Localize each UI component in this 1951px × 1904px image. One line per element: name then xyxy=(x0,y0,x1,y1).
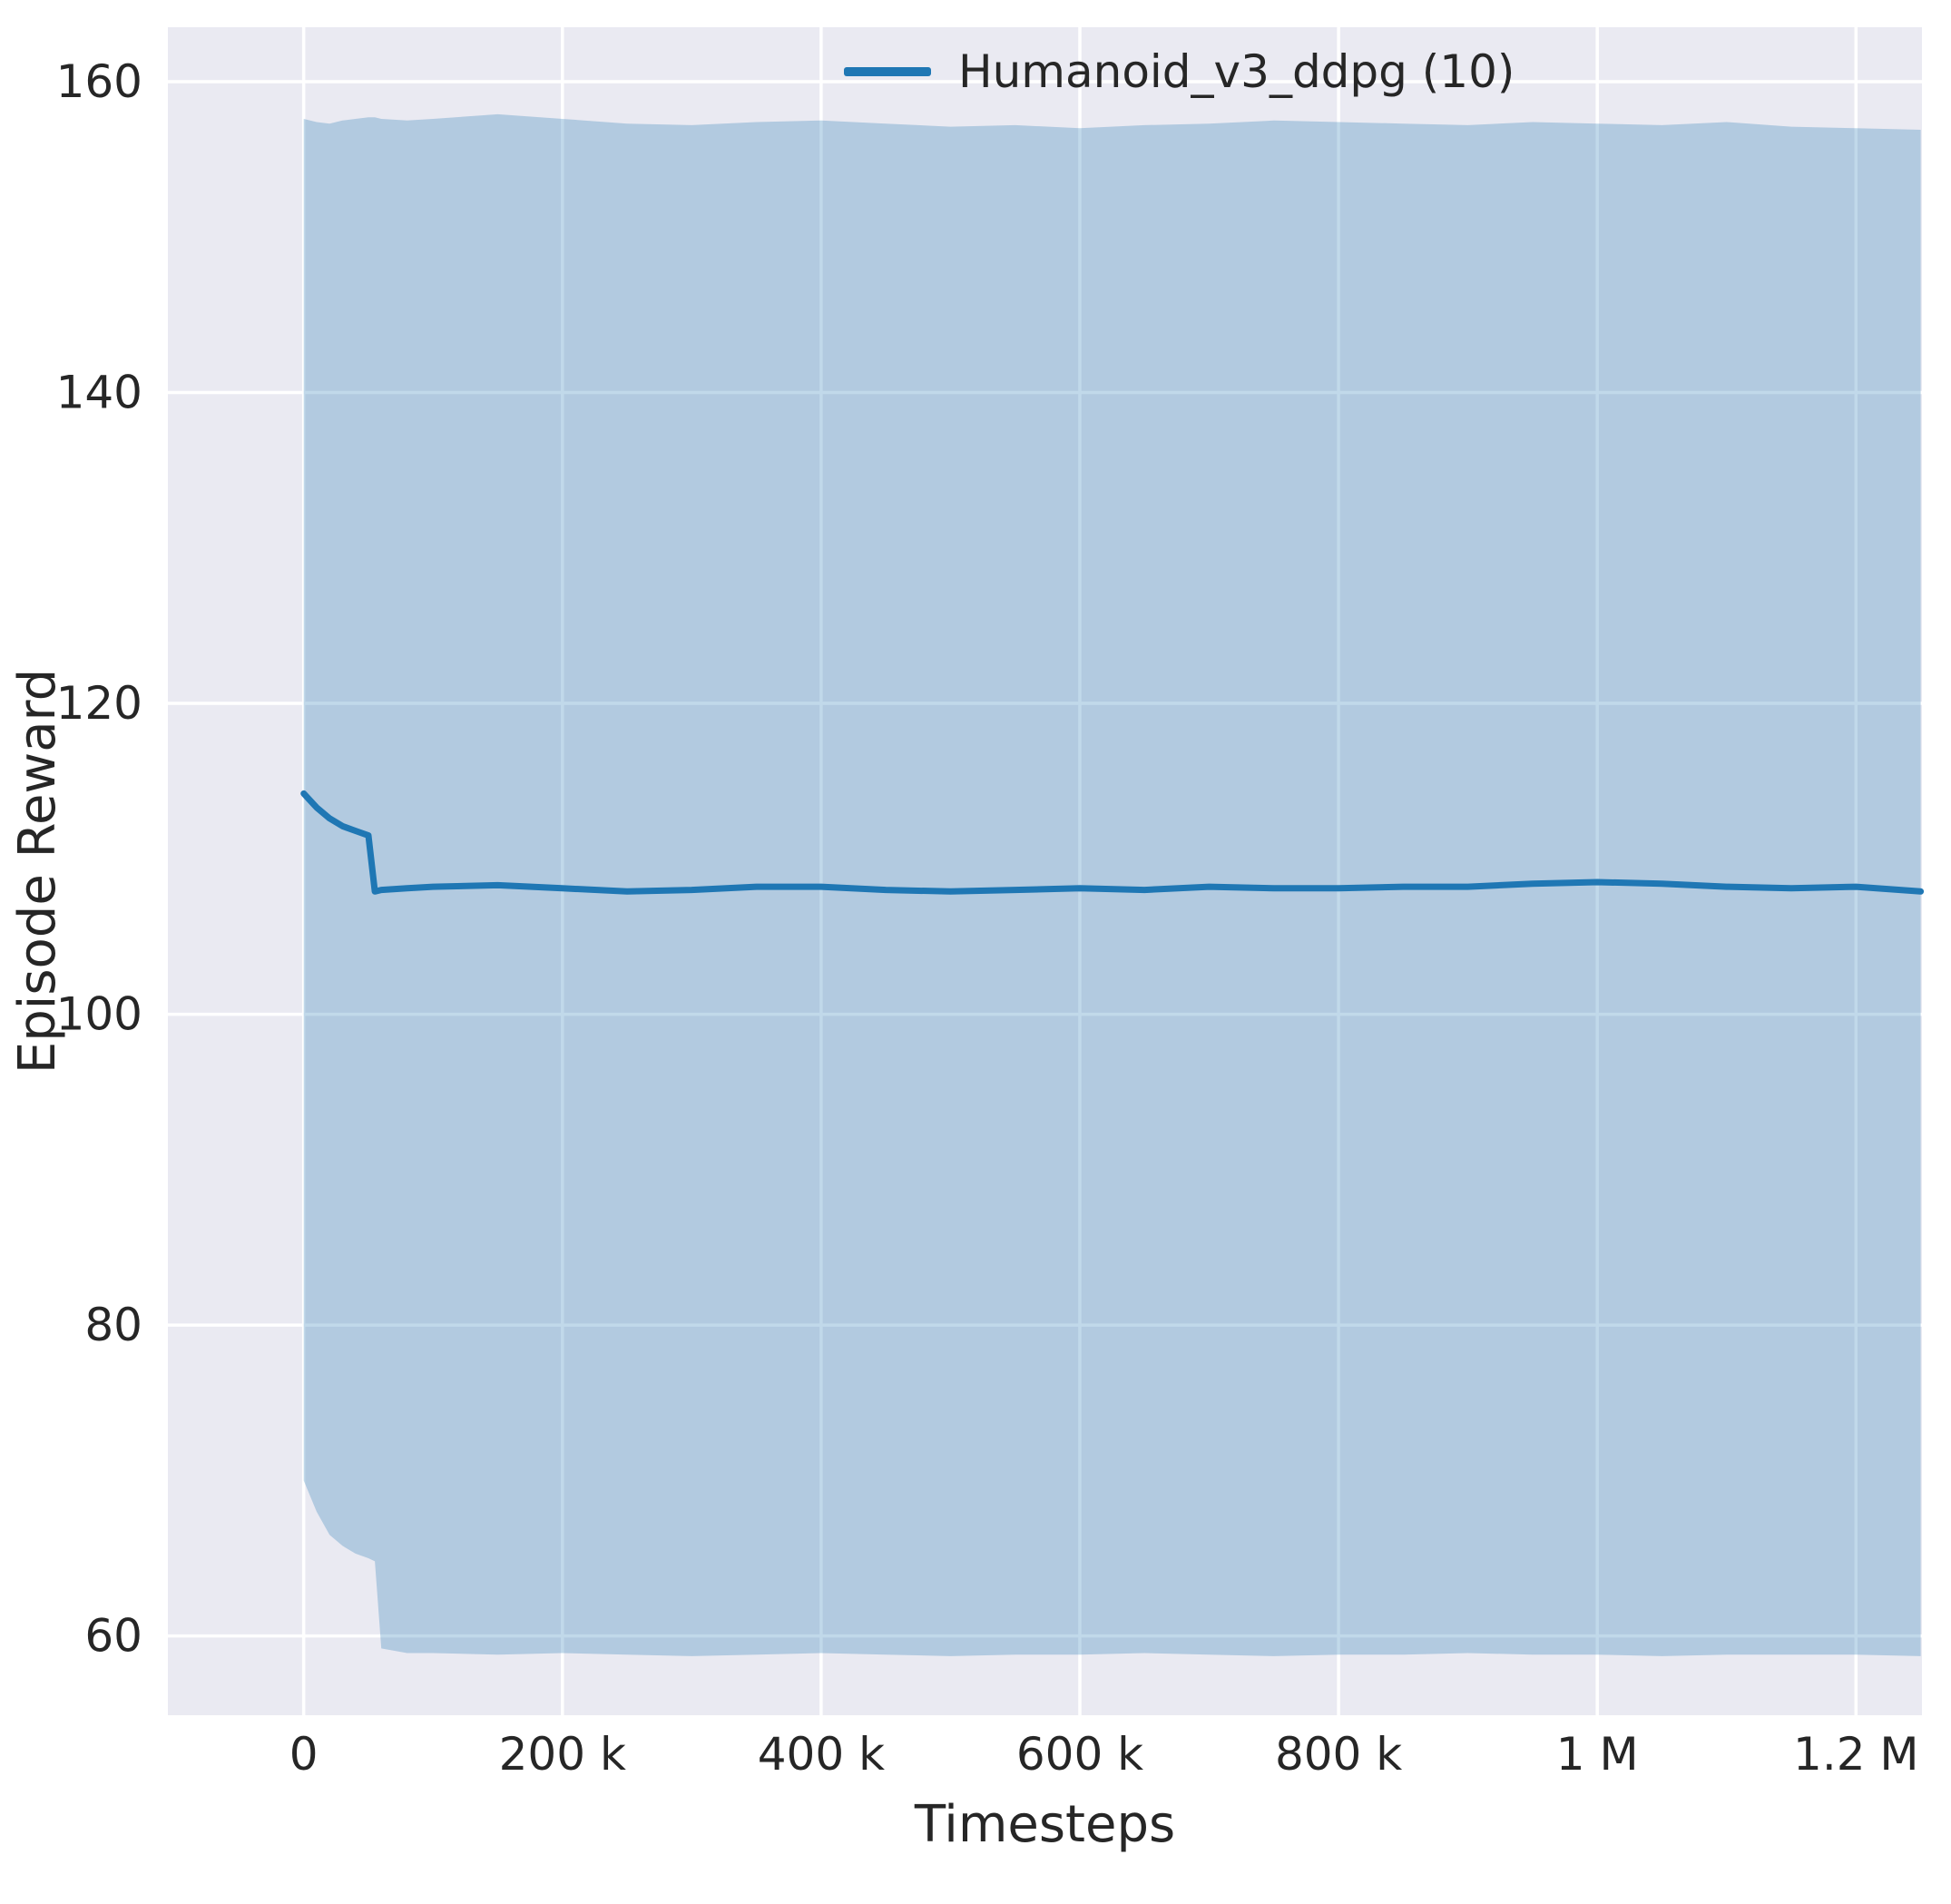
x-tick-label: 200 k xyxy=(499,1728,626,1781)
legend-line-sample xyxy=(844,67,931,76)
y-tick-label: 160 xyxy=(56,55,142,108)
legend: Humanoid_v3_ddpg (10) xyxy=(844,45,1515,98)
x-axis-label: Timesteps xyxy=(914,1795,1176,1854)
x-tick-label: 600 k xyxy=(1016,1728,1143,1781)
y-tick-label: 120 xyxy=(56,677,142,730)
y-tick-label: 80 xyxy=(84,1299,142,1351)
y-axis-label: Episode Reward xyxy=(8,668,67,1075)
y-tick-label: 140 xyxy=(56,366,142,418)
x-tick-label: 1.2 M xyxy=(1793,1728,1919,1781)
x-tick-label: 800 k xyxy=(1275,1728,1402,1781)
legend-entry-label: Humanoid_v3_ddpg (10) xyxy=(958,45,1515,98)
x-tick-label: 400 k xyxy=(758,1728,885,1781)
y-tick-label: 60 xyxy=(84,1610,142,1663)
x-tick-label: 0 xyxy=(289,1728,319,1781)
x-tick-label: 1 M xyxy=(1556,1728,1639,1781)
y-tick-label: 100 xyxy=(56,988,142,1041)
plot-area xyxy=(168,27,1922,1715)
mean-line xyxy=(300,790,1925,895)
confidence-band xyxy=(303,113,1921,1656)
